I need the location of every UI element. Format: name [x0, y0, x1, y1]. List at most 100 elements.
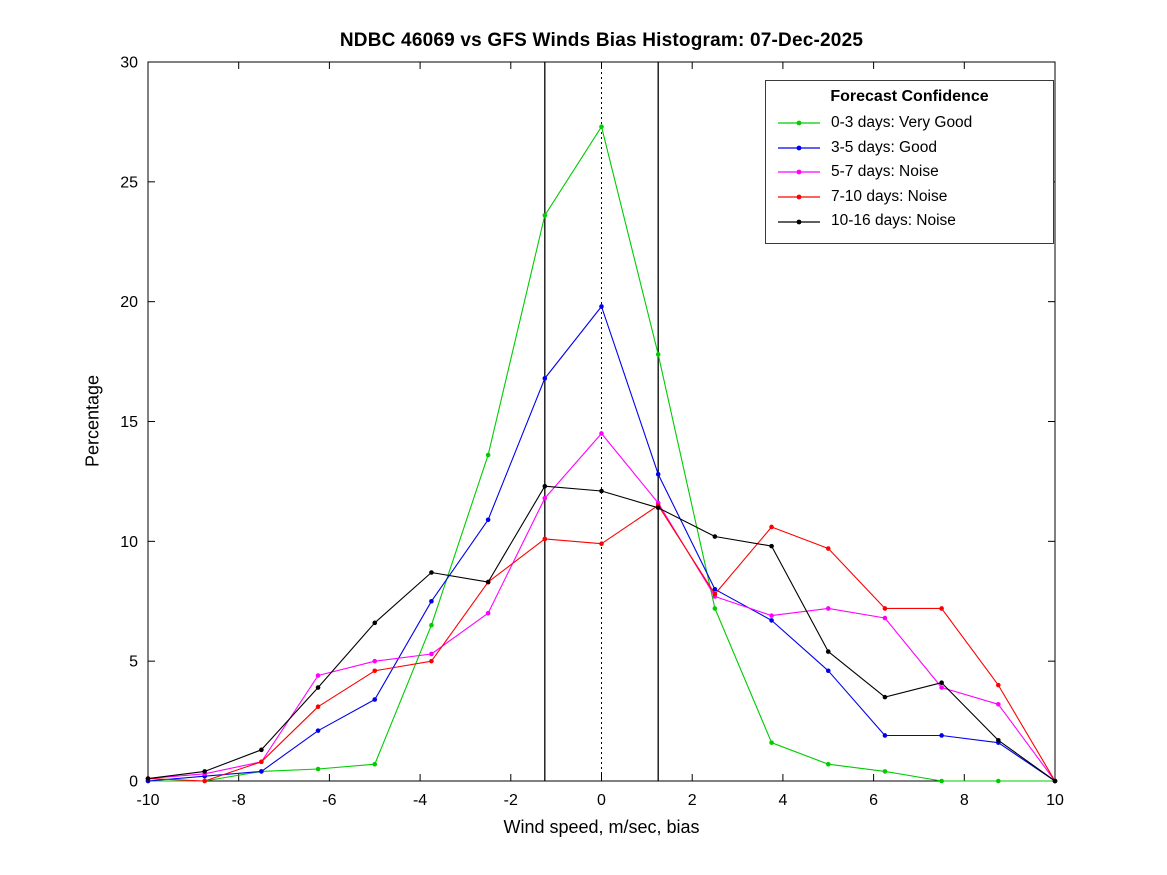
- legend-entry-label: 7-10 days: Noise: [831, 187, 948, 205]
- legend-title: Forecast Confidence: [830, 88, 989, 105]
- data-point-marker: [939, 685, 944, 690]
- legend-line-sample: [778, 120, 820, 126]
- x-tick-label: 8: [960, 792, 969, 809]
- x-axis-label: Wind speed, m/sec, bias: [503, 817, 700, 837]
- legend: Forecast Confidence 0-3 days: Very Good 3…: [765, 80, 1054, 244]
- axis-ticks: -10 -8 -6 -4 -2 0 2 4 6 8 10 0 5 10 15 20 25 30: [120, 55, 1064, 810]
- legend-entry-label: 3-5 days: Good: [831, 138, 937, 156]
- y-tick-label: 30: [120, 55, 138, 72]
- data-point-marker: [939, 733, 944, 738]
- data-point-marker: [712, 591, 718, 597]
- data-point-marker: [315, 673, 321, 678]
- data-point-marker: [655, 352, 661, 357]
- x-tick-label: 10: [1046, 792, 1064, 809]
- y-tick-label: 10: [120, 534, 138, 551]
- legend-line-sample: [778, 219, 820, 225]
- data-point-marker: [485, 452, 491, 458]
- data-point-marker: [429, 598, 434, 604]
- data-point-marker: [542, 483, 548, 489]
- data-point-marker: [372, 761, 378, 767]
- data-point-marker: [996, 682, 1001, 688]
- data-point-marker: [939, 778, 944, 784]
- data-point-marker: [825, 668, 831, 674]
- legend-entry-label: 0-3 days: Very Good: [831, 114, 973, 131]
- data-point-marker: [372, 620, 378, 626]
- data-point-marker: [599, 541, 604, 547]
- x-tick-label: 4: [778, 792, 787, 809]
- data-point-marker: [372, 697, 378, 702]
- data-point-marker: [825, 606, 831, 611]
- data-point-marker: [939, 680, 944, 686]
- x-tick-label: 0: [597, 792, 606, 809]
- data-point-marker: [712, 586, 718, 592]
- data-point-marker: [542, 536, 548, 542]
- data-point-marker: [259, 769, 264, 774]
- legend-entry-1: 0-3 days: Very Good: [766, 111, 1053, 136]
- x-tick-label: -10: [136, 792, 159, 809]
- data-point-marker: [485, 610, 491, 616]
- data-point-marker: [542, 213, 548, 218]
- data-point-marker: [315, 766, 321, 772]
- series-1: [145, 124, 1058, 784]
- legend-entry-4: 7-10 days: Noise: [766, 185, 1053, 210]
- y-tick-label: 25: [120, 174, 138, 191]
- data-point-marker: [825, 761, 831, 767]
- data-point-marker: [259, 759, 264, 765]
- y-tick-label: 20: [120, 294, 138, 311]
- legend-line-sample: [778, 170, 820, 175]
- data-point-marker: [599, 304, 604, 309]
- data-point-marker: [599, 488, 604, 494]
- data-point-marker: [882, 694, 888, 700]
- y-tick-label: 5: [129, 654, 138, 671]
- data-point-marker: [429, 570, 434, 575]
- x-tick-label: -2: [504, 792, 518, 809]
- x-tick-label: -6: [322, 792, 336, 809]
- legend-entry-label: 10-16 days: Noise: [831, 212, 956, 230]
- data-point-marker: [259, 747, 264, 753]
- data-point-marker: [542, 495, 548, 501]
- legend-entry-label: 5-7 days: Noise: [831, 163, 939, 181]
- chart-title: NDBC 46069 vs GFS Winds Bias Histogram: …: [339, 30, 864, 51]
- data-point-marker: [315, 704, 321, 710]
- legend-entries: 0-3 days: Very Good 3-5 days: Good 5-7 day…: [766, 111, 1053, 234]
- data-point-marker: [882, 606, 888, 611]
- legend-line-sample: [778, 194, 820, 200]
- data-point-marker: [485, 517, 491, 523]
- data-point-marker: [599, 124, 604, 130]
- data-point-marker: [712, 534, 718, 539]
- data-point-marker: [429, 658, 434, 664]
- legend-entry-2: 3-5 days: Good: [766, 136, 1053, 161]
- legend-line-sample: [778, 145, 820, 151]
- data-point-marker: [485, 579, 491, 585]
- data-point-marker: [429, 651, 434, 657]
- data-point-marker: [542, 376, 548, 381]
- data-point-marker: [202, 769, 207, 774]
- data-point-marker: [939, 606, 944, 611]
- legend-entry-5: 10-16 days: Noise: [766, 209, 1053, 234]
- data-point-marker: [769, 740, 774, 745]
- data-point-marker: [882, 769, 888, 774]
- legend-entry-3: 5-7 days: Noise: [766, 160, 1053, 185]
- data-point-marker: [769, 543, 774, 549]
- data-point-marker: [996, 778, 1001, 784]
- data-point-marker: [882, 615, 888, 621]
- data-point-marker: [769, 618, 774, 623]
- x-tick-label: -4: [413, 792, 427, 809]
- data-point-marker: [202, 778, 207, 784]
- data-point-marker: [996, 737, 1001, 743]
- data-point-marker: [655, 505, 661, 511]
- data-point-marker: [145, 776, 151, 781]
- data-point-marker: [1052, 778, 1058, 784]
- data-point-marker: [655, 471, 661, 477]
- y-tick-label: 15: [120, 414, 138, 431]
- data-point-marker: [825, 546, 831, 551]
- data-point-marker: [769, 524, 774, 530]
- data-point-marker: [372, 668, 378, 674]
- data-point-marker: [315, 728, 321, 733]
- x-tick-label: 6: [869, 792, 878, 809]
- data-point-marker: [712, 606, 718, 611]
- y-axis-label: Percentage: [82, 374, 103, 468]
- data-point-marker: [315, 685, 321, 690]
- data-point-marker: [769, 613, 774, 618]
